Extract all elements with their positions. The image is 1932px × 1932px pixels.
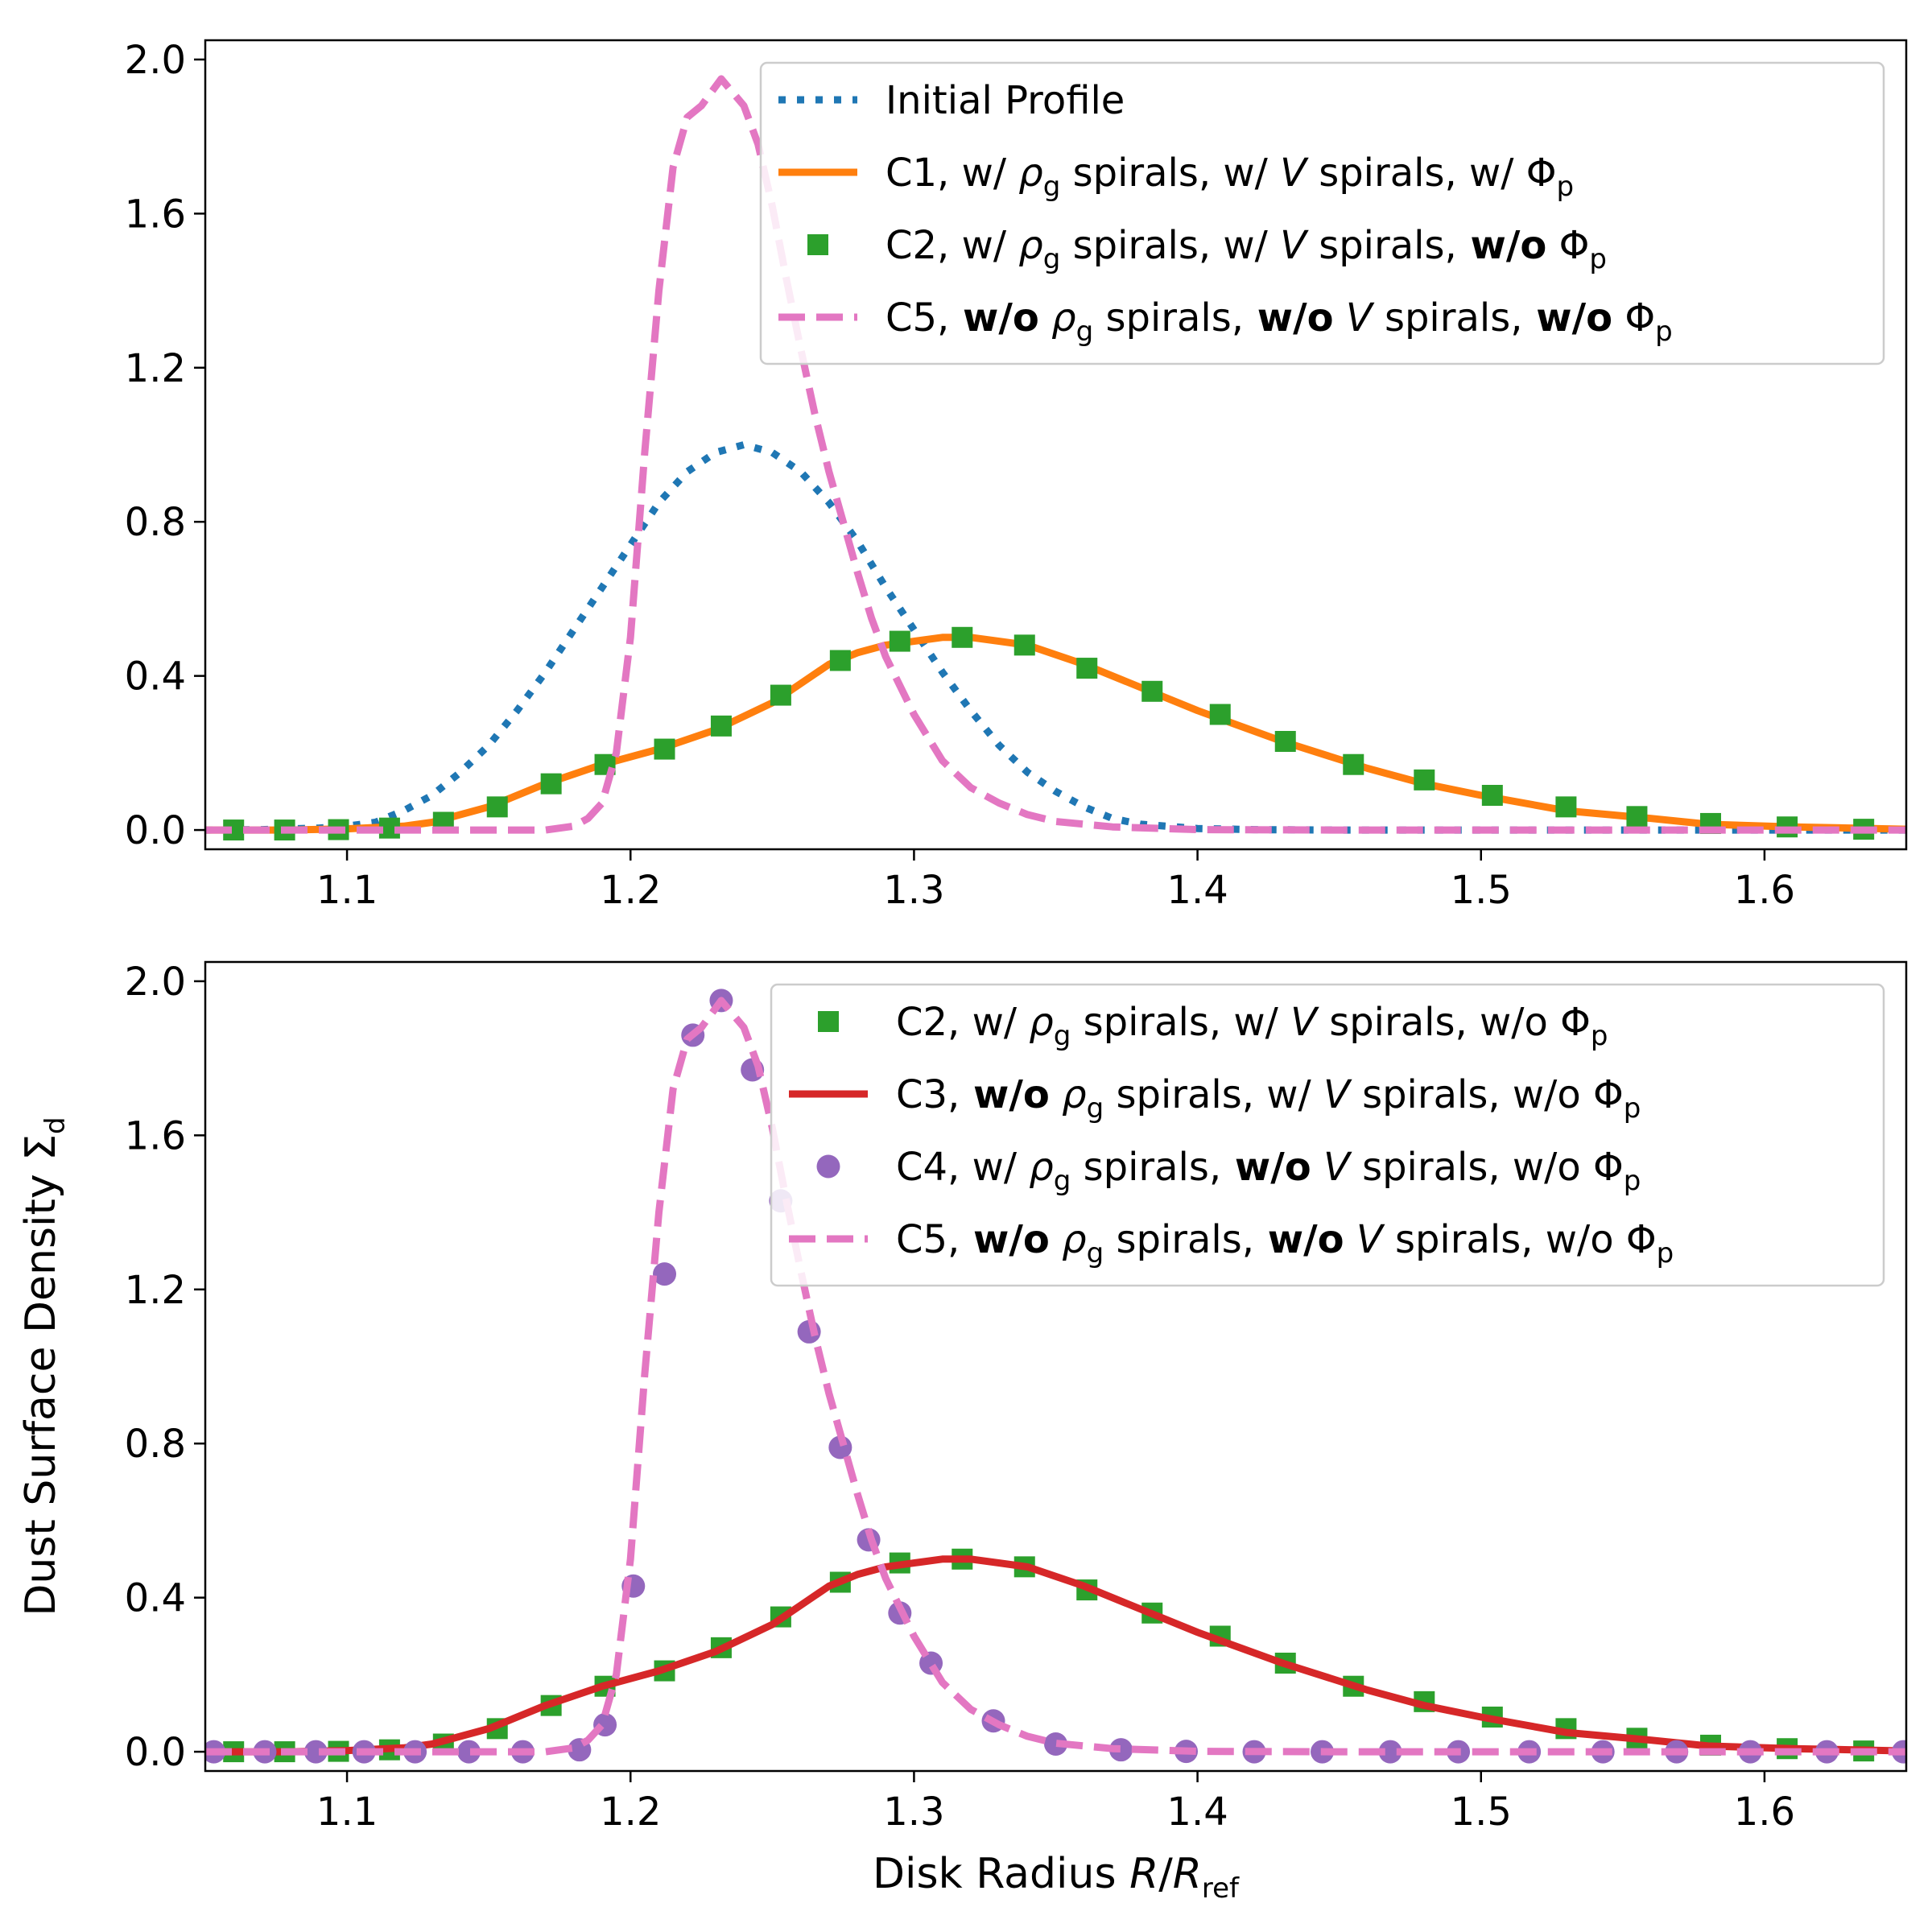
legend: Initial Profile C1, w/ ρg spirals, w/ V s… (759, 61, 1885, 365)
y-tick-label: 0.0 (125, 1730, 186, 1775)
panel-1: 1.1 1.2 1.3 1.4 1.5 1.6 0.0 0.4 0.8 1.2 1.6 2.0 Init… (125, 38, 1908, 913)
legend-label: C3, w/o ρg spirals, w/ V spirals, w/o Φp (896, 1072, 1641, 1125)
legend-marker (807, 234, 828, 255)
x-tick-label: 1.4 (1166, 1790, 1228, 1835)
x-tick-label: 1.4 (1166, 868, 1228, 913)
x-tick-label: 1.6 (1734, 868, 1795, 913)
legend-box (759, 61, 1885, 365)
y-tick-label: 0.8 (125, 1422, 186, 1467)
x-tick-label: 1.1 (316, 868, 378, 913)
legend-label: C4, w/ ρg spirals, w/o V spirals, w/o Φp (896, 1145, 1641, 1197)
y-tick-label: 0.4 (125, 654, 186, 700)
legend-marker (816, 1154, 840, 1179)
x-tick-label: 1.5 (1451, 868, 1512, 913)
point-c2 (1013, 634, 1035, 656)
point-c4 (653, 1262, 677, 1286)
y-tick-label: 1.2 (125, 346, 186, 391)
y-tick-label: 0.8 (125, 500, 186, 545)
point-c2 (1414, 769, 1435, 791)
legend-label: C5, w/o ρg spirals, w/o V spirals, w/o Φ… (886, 295, 1673, 348)
legend-label: Initial Profile (886, 78, 1125, 123)
legend-entry-c2: C2, w/ ρg spirals, w/ V spirals, w/o Φp (818, 1000, 1608, 1052)
x-tick-label: 1.5 (1451, 1790, 1512, 1835)
point-c4 (1044, 1732, 1067, 1756)
legend-label: C5, w/o ρg spirals, w/o V spirals, w/o Φ… (896, 1217, 1674, 1269)
point-c2 (1274, 731, 1296, 752)
legend: C2, w/ ρg spirals, w/ V spirals, w/o Φp C… (770, 983, 1885, 1287)
series-initial (205, 441, 1906, 834)
y-tick-label: 0.4 (125, 1576, 186, 1621)
legend-entry-c5: C5, w/o ρg spirals, w/o V spirals, w/o Φ… (789, 1217, 1674, 1269)
point-c2 (952, 626, 973, 648)
y-tick-label: 0.0 (125, 808, 186, 853)
series-line-initial (205, 441, 1906, 834)
point-c4 (457, 1740, 481, 1764)
point-c2 (1481, 785, 1503, 806)
legend-entry-c5: C5, w/o ρg spirals, w/o V spirals, w/o Φ… (778, 295, 1673, 348)
axes-frame (204, 960, 1908, 1773)
legend-entry-c1: C1, w/ ρg spirals, w/ V spirals, w/ Φp (778, 151, 1574, 203)
point-c2 (710, 715, 732, 737)
point-c2 (540, 773, 562, 795)
legend-label: C2, w/ ρg spirals, w/ V spirals, w/o Φp (886, 223, 1607, 275)
y-tick-label: 1.6 (125, 192, 186, 237)
point-c2 (654, 738, 675, 760)
legend-entry-c2: C2, w/ ρg spirals, w/ V spirals, w/o Φp (807, 223, 1607, 275)
point-c4 (1378, 1740, 1402, 1764)
x-tick-label: 1.1 (316, 1790, 378, 1835)
series-line-c1 (205, 634, 1906, 834)
legend-label: C1, w/ ρg spirals, w/ V spirals, w/ Φp (886, 151, 1574, 203)
axes-frame (204, 39, 1908, 851)
legend-marker (818, 1011, 839, 1032)
legend-entry-c3: C3, w/o ρg spirals, w/ V spirals, w/o Φp (789, 1072, 1641, 1125)
x-tick-label: 1.3 (883, 1790, 944, 1835)
point-c2 (1626, 806, 1648, 828)
panel-2: 1.1 1.2 1.3 1.4 1.5 1.6 0.0 0.4 0.8 1.2 1.6 2.0 Disk… (17, 960, 1908, 1905)
x-tick-label: 1.2 (600, 1790, 661, 1835)
x-tick-label: 1.3 (883, 868, 944, 913)
x-tick-label: 1.2 (600, 868, 661, 913)
point-c2 (770, 684, 791, 706)
point-c2 (1555, 796, 1577, 818)
legend-entry-initial: Initial Profile (778, 78, 1125, 123)
series-line-c3 (205, 1555, 1906, 1756)
point-c2 (829, 650, 851, 671)
point-c2 (1209, 704, 1231, 725)
series-c3 (205, 1555, 1906, 1756)
point-c2 (1141, 680, 1163, 702)
plot-area (205, 989, 1906, 1764)
legend-label: C2, w/ ρg spirals, w/ V spirals, w/o Φp (896, 1000, 1608, 1052)
point-c4 (303, 1740, 328, 1764)
y-tick-label: 1.6 (125, 1113, 186, 1158)
y-tick-label: 2.0 (125, 38, 186, 83)
point-c2 (486, 796, 508, 818)
legend-box (770, 983, 1885, 1287)
y-tick-label: 1.2 (125, 1268, 186, 1313)
x-axis-label: Disk Radius R/Rref (873, 1850, 1240, 1905)
point-c2 (889, 630, 910, 652)
point-c2 (1343, 753, 1364, 775)
x-tick-label: 1.6 (1734, 1790, 1795, 1835)
point-c4 (1108, 1738, 1133, 1762)
series-c1 (205, 634, 1906, 834)
point-c2 (1076, 658, 1098, 679)
y-axis-label: Dust Surface Density Σd (17, 1117, 72, 1616)
y-tick-label: 2.0 (125, 960, 186, 1005)
legend-entry-c4: C4, w/ ρg spirals, w/o V spirals, w/o Φp (816, 1145, 1641, 1197)
